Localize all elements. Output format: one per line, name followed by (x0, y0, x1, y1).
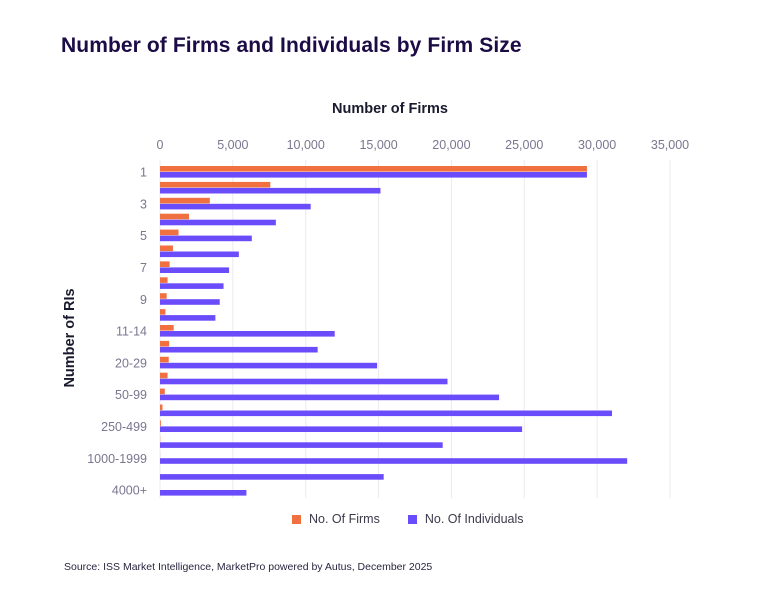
bar-firms (160, 356, 169, 363)
y-tick-label: 11-14 (116, 325, 147, 339)
bar-individuals (160, 251, 239, 258)
bar-individuals (160, 346, 318, 353)
bar-individuals (160, 394, 500, 401)
bar-firms (160, 197, 210, 204)
x-tick-label: 20,000 (432, 138, 470, 152)
source-note: Source: ISS Market Intelligence, MarketP… (64, 561, 433, 573)
y-tick-label: 3 (140, 197, 147, 211)
bar-firms (160, 309, 166, 315)
x-tick-label: 0 (157, 138, 164, 152)
legend-swatch-firms (292, 514, 301, 524)
bar-individuals (160, 458, 628, 464)
x-tick-label: 15,000 (359, 138, 397, 152)
legend-item-individuals[interactable]: No. Of Individuals (407, 512, 524, 526)
bar-individuals (160, 474, 384, 480)
bar-firms (160, 404, 163, 411)
bar-individuals (160, 219, 276, 226)
bar-firms (160, 325, 174, 331)
bar-firms (160, 372, 168, 379)
bar-individuals (160, 442, 443, 448)
bar-firms (160, 420, 161, 426)
bar-individuals (160, 426, 523, 432)
bar-firms (160, 166, 587, 172)
bar-firms (160, 181, 271, 188)
bar-individuals (160, 490, 247, 496)
legend-swatch-individuals (407, 514, 417, 524)
bar-individuals (160, 172, 587, 178)
y-tick-labels: 1 3 5 7 9 11-14 20-29 50-99 250-499 1000-1999 4000… (87, 166, 147, 498)
bar-individuals (160, 331, 335, 337)
bar-firms (160, 388, 165, 395)
bar-individuals (160, 299, 220, 305)
y-tick-label: 7 (140, 261, 147, 275)
bar-firms (160, 213, 189, 220)
bar-firms (160, 245, 173, 252)
y-tick-label: 20-29 (115, 356, 147, 370)
bar-individuals (160, 203, 311, 210)
y-tick-label: 5 (140, 229, 147, 243)
legend-label-firms: No. Of Firms (309, 512, 380, 526)
y-tick-label: 1000-1999 (87, 452, 147, 466)
x-tick-label: 30,000 (578, 138, 616, 152)
bars (160, 166, 628, 496)
bar-individuals (160, 378, 448, 385)
x-tick-labels: 0 5,000 10,000 15,000 20,000 25,000 30,000 35,0… (157, 138, 690, 152)
bar-individuals (160, 235, 252, 242)
x-tick-label: 10,000 (287, 138, 325, 152)
y-tick-label: 250-499 (101, 420, 147, 434)
chart-title: Number of Firms and Individuals by Firm … (61, 34, 522, 57)
bar-firms (160, 293, 167, 299)
y-tick-label: 1 (140, 166, 147, 180)
bar-individuals (160, 267, 230, 273)
bar-individuals (160, 187, 381, 194)
bar-individuals (160, 283, 224, 289)
y-tick-label: 9 (140, 293, 147, 307)
x-tick-label: 5,000 (217, 138, 248, 152)
legend: No. Of Firms No. Of Individuals (292, 512, 524, 526)
legend-label-individuals: No. Of Individuals (424, 512, 524, 526)
bar-firms (160, 229, 179, 236)
bar-individuals (160, 362, 378, 369)
bar-firms (160, 261, 170, 267)
legend-item-firms[interactable]: No. Of Firms (292, 512, 380, 526)
bar-firms (160, 277, 168, 283)
x-tick-label: 35,000 (651, 138, 689, 152)
x-axis-title: Number of Firms (331, 101, 448, 117)
bar-individuals (160, 315, 216, 321)
x-tick-label: 25,000 (505, 138, 543, 152)
bar-firms (160, 340, 170, 347)
y-tick-label: 4000+ (112, 484, 147, 498)
bar-individuals (160, 410, 613, 417)
y-tick-label: 50-99 (115, 388, 147, 402)
